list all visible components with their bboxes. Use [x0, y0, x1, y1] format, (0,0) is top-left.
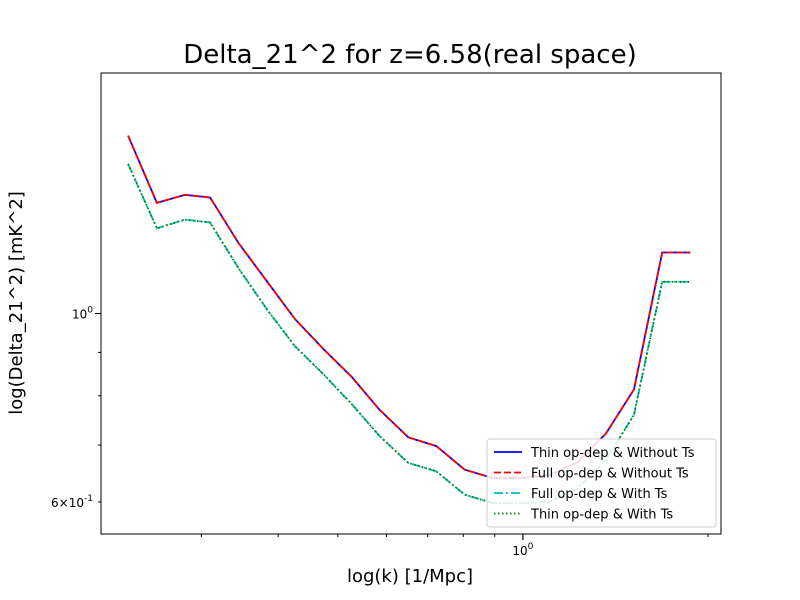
legend-label-4: Thin op-dep & With Ts — [530, 508, 673, 523]
legend-label-2: Full op-dep & Without Ts — [531, 467, 689, 482]
legend-label-3: Full op-dep & With Ts — [531, 487, 668, 502]
x-axis-label: log(k) [1/Mpc] — [347, 566, 473, 587]
legend-box — [486, 438, 717, 528]
y-axis-label: log(Delta_21^2) [mK^2] — [6, 191, 27, 415]
legend: Thin op-dep & Without Ts Full op-dep & Wi… — [486, 438, 717, 528]
series-line-2 — [127, 135, 691, 480]
y-tick-label: 6×10-1 — [51, 494, 93, 510]
chart-title: Delta_21^2 for z=6.58(real space) — [183, 40, 636, 70]
x-tick-label: 100 — [512, 542, 533, 558]
legend-label-1: Thin op-dep & Without Ts — [530, 446, 695, 461]
y-tick-label: 100 — [72, 306, 93, 322]
tick-layer: 100 100 6×10-1 — [51, 306, 709, 558]
